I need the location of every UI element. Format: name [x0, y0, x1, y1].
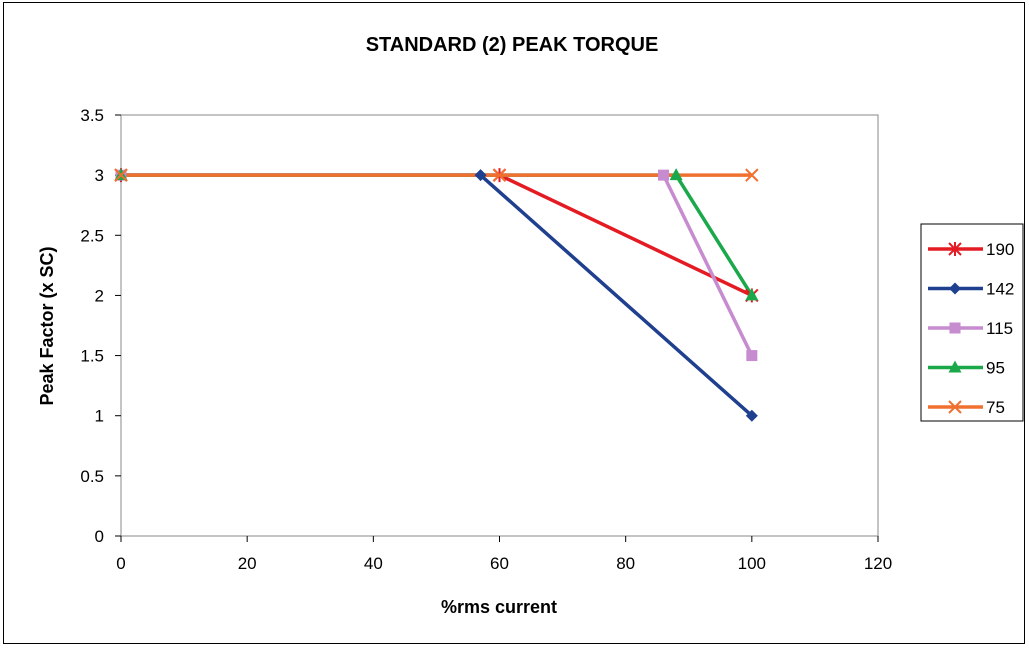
legend-item: 115 — [928, 319, 1013, 338]
chart-title: STANDARD (2) PEAK TORQUE — [366, 34, 659, 56]
x-tick-label: 80 — [616, 554, 635, 573]
x-tick-label: 20 — [238, 554, 257, 573]
y-tick-label: 2.5 — [80, 226, 104, 245]
legend-marker — [949, 322, 961, 334]
data-point-115 — [658, 169, 670, 181]
data-point-75 — [114, 168, 128, 182]
plot-area — [120, 114, 879, 537]
x-axis-title: %rms current — [441, 597, 557, 617]
legend-item: 75 — [928, 398, 1005, 417]
y-tick-label: 0.5 — [80, 467, 104, 486]
data-point-95 — [669, 168, 683, 181]
legend-item: 95 — [928, 359, 1005, 378]
x-tick-label: 60 — [490, 554, 509, 573]
x-tick-label: 40 — [364, 554, 383, 573]
y-tick-label: 1 — [95, 407, 104, 426]
x-tick-labels: 0 20 40 60 80 100 120 — [116, 536, 892, 573]
legend-marker — [949, 282, 961, 295]
legend-marker — [948, 360, 962, 373]
legend-box — [920, 223, 1024, 422]
data-point-95 — [745, 288, 759, 301]
x-tick-label: 120 — [864, 554, 892, 573]
legend-label: 142 — [986, 280, 1014, 299]
y-axis-title: Peak Factor (x SC) — [37, 246, 57, 405]
data-point-142 — [474, 169, 487, 182]
y-tick-label: 2 — [95, 286, 104, 305]
legend-item: 142 — [928, 280, 1014, 299]
x-tick-label: 0 — [116, 554, 125, 573]
data-point-75 — [492, 168, 507, 182]
legend-label: 190 — [986, 240, 1014, 259]
x-tick-label: 100 — [738, 554, 766, 573]
legend-item: 190 — [928, 240, 1014, 259]
legend-marker — [948, 242, 962, 256]
data-point-115 — [746, 350, 758, 362]
y-tick-label: 3 — [95, 166, 104, 185]
legend-label: 115 — [986, 319, 1013, 338]
y-tick-label: 3.5 — [80, 106, 104, 125]
y-tick-label: 1.5 — [80, 347, 104, 366]
y-tick-label: 0 — [95, 527, 104, 546]
legend: 190 142 115 95 75 — [920, 223, 1024, 422]
series-markers — [114, 168, 759, 422]
legend-marker — [948, 400, 962, 414]
y-tick-labels: 0 0.5 1 1.5 2 2.5 3 3.5 — [80, 106, 121, 546]
data-point-142 — [745, 409, 758, 422]
data-point-75 — [745, 168, 759, 182]
legend-label: 95 — [986, 359, 1005, 378]
legend-label: 75 — [986, 398, 1005, 417]
